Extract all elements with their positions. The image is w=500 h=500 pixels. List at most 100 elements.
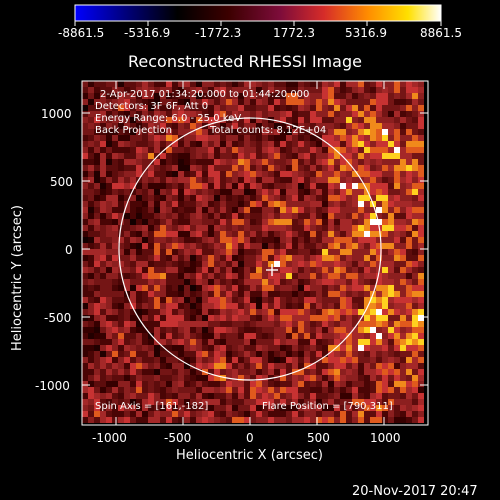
image-pixel xyxy=(250,93,256,99)
image-pixel xyxy=(148,153,154,159)
pixel-map xyxy=(82,81,424,423)
image-pixel xyxy=(190,153,196,159)
image-pixel xyxy=(280,363,286,369)
image-pixel xyxy=(334,315,340,321)
image-pixel xyxy=(322,105,328,111)
image-pixel xyxy=(304,297,310,303)
image-pixel xyxy=(232,327,238,333)
image-pixel xyxy=(340,387,346,393)
image-pixel xyxy=(280,129,286,135)
image-pixel xyxy=(184,159,190,165)
image-pixel xyxy=(106,285,112,291)
image-pixel xyxy=(196,261,202,267)
image-pixel xyxy=(262,291,268,297)
image-pixel xyxy=(298,303,304,309)
image-pixel xyxy=(274,123,280,129)
image-pixel xyxy=(394,195,400,201)
image-pixel xyxy=(94,339,100,345)
image-pixel xyxy=(370,279,376,285)
image-pixel xyxy=(130,267,136,273)
image-pixel xyxy=(136,105,142,111)
image-pixel xyxy=(142,303,148,309)
image-pixel xyxy=(160,381,166,387)
image-pixel xyxy=(106,225,112,231)
image-pixel xyxy=(94,93,100,99)
image-pixel xyxy=(124,195,130,201)
image-pixel xyxy=(124,207,130,213)
image-pixel xyxy=(352,135,358,141)
image-pixel xyxy=(370,207,376,213)
image-pixel xyxy=(220,165,226,171)
image-pixel xyxy=(118,135,124,141)
image-pixel xyxy=(406,303,412,309)
image-pixel xyxy=(268,369,274,375)
image-pixel xyxy=(334,321,340,327)
image-pixel xyxy=(322,207,328,213)
image-pixel xyxy=(268,195,274,201)
image-pixel xyxy=(112,195,118,201)
image-pixel xyxy=(394,411,400,417)
image-pixel xyxy=(232,417,238,423)
image-pixel xyxy=(316,309,322,315)
image-pixel xyxy=(130,165,136,171)
image-pixel xyxy=(100,411,106,417)
image-pixel xyxy=(202,357,208,363)
image-pixel xyxy=(394,387,400,393)
image-pixel xyxy=(418,381,424,387)
image-pixel xyxy=(376,171,382,177)
image-pixel xyxy=(178,255,184,261)
image-pixel xyxy=(208,159,214,165)
image-pixel xyxy=(256,357,262,363)
image-pixel xyxy=(136,393,142,399)
image-pixel xyxy=(106,279,112,285)
image-pixel xyxy=(382,129,388,135)
image-pixel xyxy=(304,393,310,399)
image-pixel xyxy=(274,111,280,117)
image-pixel xyxy=(280,165,286,171)
image-pixel xyxy=(250,345,256,351)
image-pixel xyxy=(346,237,352,243)
image-pixel xyxy=(124,171,130,177)
image-pixel xyxy=(418,129,424,135)
image-pixel xyxy=(238,111,244,117)
image-pixel xyxy=(322,243,328,249)
image-pixel xyxy=(316,81,322,87)
image-pixel xyxy=(184,393,190,399)
image-pixel xyxy=(280,255,286,261)
image-pixel xyxy=(154,393,160,399)
image-pixel xyxy=(304,339,310,345)
image-pixel xyxy=(334,411,340,417)
image-pixel xyxy=(358,123,364,129)
image-pixel xyxy=(262,111,268,117)
image-pixel xyxy=(286,171,292,177)
image-pixel xyxy=(364,261,370,267)
image-pixel xyxy=(298,81,304,87)
image-pixel xyxy=(178,387,184,393)
image-pixel xyxy=(178,207,184,213)
image-pixel xyxy=(238,189,244,195)
image-pixel xyxy=(160,303,166,309)
image-pixel xyxy=(238,81,244,87)
image-pixel xyxy=(328,243,334,249)
image-pixel xyxy=(316,213,322,219)
image-pixel xyxy=(322,309,328,315)
image-pixel xyxy=(88,321,94,327)
image-pixel xyxy=(208,165,214,171)
image-pixel xyxy=(130,315,136,321)
image-pixel xyxy=(160,267,166,273)
image-pixel xyxy=(286,321,292,327)
image-pixel xyxy=(214,153,220,159)
image-pixel xyxy=(124,309,130,315)
image-pixel xyxy=(352,393,358,399)
image-pixel xyxy=(412,147,418,153)
image-pixel xyxy=(196,81,202,87)
image-pixel xyxy=(388,315,394,321)
image-pixel xyxy=(256,369,262,375)
image-pixel xyxy=(388,87,394,93)
image-pixel xyxy=(268,225,274,231)
image-pixel xyxy=(142,183,148,189)
image-pixel xyxy=(82,405,88,411)
image-pixel xyxy=(148,165,154,171)
image-pixel xyxy=(100,387,106,393)
image-pixel xyxy=(202,207,208,213)
